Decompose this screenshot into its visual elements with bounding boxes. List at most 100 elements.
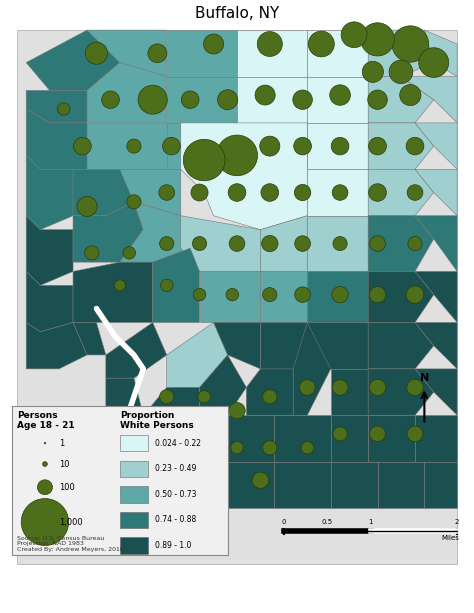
Polygon shape — [17, 30, 457, 564]
Polygon shape — [246, 369, 293, 415]
Text: 1: 1 — [368, 519, 373, 525]
Circle shape — [21, 498, 69, 546]
Circle shape — [127, 139, 141, 153]
Polygon shape — [153, 248, 200, 322]
Circle shape — [332, 286, 348, 303]
Polygon shape — [73, 169, 134, 216]
Text: Persons
Age 18 - 21: Persons Age 18 - 21 — [17, 411, 74, 430]
Text: Proportion
White Persons: Proportion White Persons — [120, 411, 194, 430]
Circle shape — [127, 195, 141, 209]
Circle shape — [369, 184, 386, 201]
Polygon shape — [120, 202, 190, 262]
Polygon shape — [368, 169, 434, 216]
Polygon shape — [167, 30, 237, 77]
Circle shape — [229, 236, 245, 251]
Polygon shape — [181, 123, 307, 230]
Circle shape — [368, 90, 387, 109]
Polygon shape — [87, 123, 167, 169]
Polygon shape — [368, 77, 434, 123]
Circle shape — [85, 246, 99, 260]
Polygon shape — [26, 322, 87, 369]
Polygon shape — [307, 123, 368, 169]
Polygon shape — [228, 415, 274, 462]
Text: 0.74 - 0.88: 0.74 - 0.88 — [155, 515, 196, 524]
Polygon shape — [260, 322, 307, 369]
Circle shape — [101, 91, 119, 109]
Polygon shape — [26, 216, 73, 285]
Circle shape — [198, 390, 210, 403]
Circle shape — [181, 91, 199, 109]
Polygon shape — [331, 369, 368, 415]
Circle shape — [218, 89, 237, 110]
Bar — [120, 486, 148, 503]
Polygon shape — [377, 462, 424, 508]
Polygon shape — [293, 322, 331, 415]
Polygon shape — [424, 462, 457, 508]
Circle shape — [193, 289, 206, 301]
Circle shape — [123, 246, 136, 259]
Polygon shape — [26, 91, 87, 123]
Text: 0.50 - 0.73: 0.50 - 0.73 — [155, 490, 197, 499]
Text: 1,000: 1,000 — [59, 517, 82, 527]
Polygon shape — [307, 77, 368, 123]
Polygon shape — [260, 272, 307, 322]
Polygon shape — [214, 462, 274, 508]
Text: 0: 0 — [282, 519, 286, 525]
Polygon shape — [26, 156, 73, 230]
Circle shape — [408, 237, 422, 251]
Circle shape — [407, 379, 423, 395]
Circle shape — [419, 48, 449, 77]
Circle shape — [57, 103, 70, 115]
Polygon shape — [274, 462, 331, 508]
Circle shape — [330, 85, 350, 105]
Polygon shape — [307, 322, 368, 369]
Polygon shape — [200, 272, 260, 322]
Circle shape — [389, 60, 413, 83]
Circle shape — [406, 286, 424, 303]
Circle shape — [369, 286, 386, 303]
Polygon shape — [274, 415, 331, 462]
Circle shape — [400, 85, 421, 105]
Circle shape — [260, 136, 280, 156]
Text: 1: 1 — [59, 439, 64, 447]
Polygon shape — [415, 169, 457, 216]
Circle shape — [148, 44, 167, 63]
Text: 0.5: 0.5 — [322, 519, 333, 525]
Polygon shape — [415, 123, 457, 169]
Circle shape — [138, 85, 167, 114]
Polygon shape — [106, 378, 143, 415]
Polygon shape — [237, 30, 307, 77]
Polygon shape — [260, 216, 307, 272]
Circle shape — [341, 22, 367, 48]
Polygon shape — [415, 216, 457, 272]
Polygon shape — [368, 415, 415, 462]
Circle shape — [370, 426, 385, 441]
Bar — [120, 512, 148, 528]
Circle shape — [293, 90, 312, 109]
Circle shape — [85, 42, 108, 64]
Circle shape — [333, 427, 347, 441]
Circle shape — [261, 184, 279, 201]
Text: 2: 2 — [455, 519, 459, 525]
Circle shape — [295, 287, 310, 302]
Circle shape — [163, 137, 180, 155]
Text: N: N — [420, 373, 429, 383]
Polygon shape — [307, 216, 368, 272]
Circle shape — [183, 139, 225, 181]
Circle shape — [114, 280, 126, 291]
Circle shape — [333, 237, 347, 251]
Polygon shape — [143, 387, 200, 415]
Polygon shape — [167, 415, 228, 462]
Circle shape — [252, 472, 269, 489]
Polygon shape — [331, 462, 377, 508]
Text: 10: 10 — [59, 460, 70, 468]
Circle shape — [263, 441, 277, 455]
Text: Source: U.S. Census Bureau
Projection: NAD 1983
Created By: Andrew Meyers, 2010: Source: U.S. Census Bureau Projection: N… — [17, 536, 124, 552]
Circle shape — [229, 403, 245, 419]
Polygon shape — [368, 369, 434, 415]
Polygon shape — [415, 272, 457, 322]
Text: Miles: Miles — [442, 535, 459, 541]
Circle shape — [262, 235, 278, 252]
Polygon shape — [26, 109, 87, 169]
Circle shape — [73, 137, 91, 155]
